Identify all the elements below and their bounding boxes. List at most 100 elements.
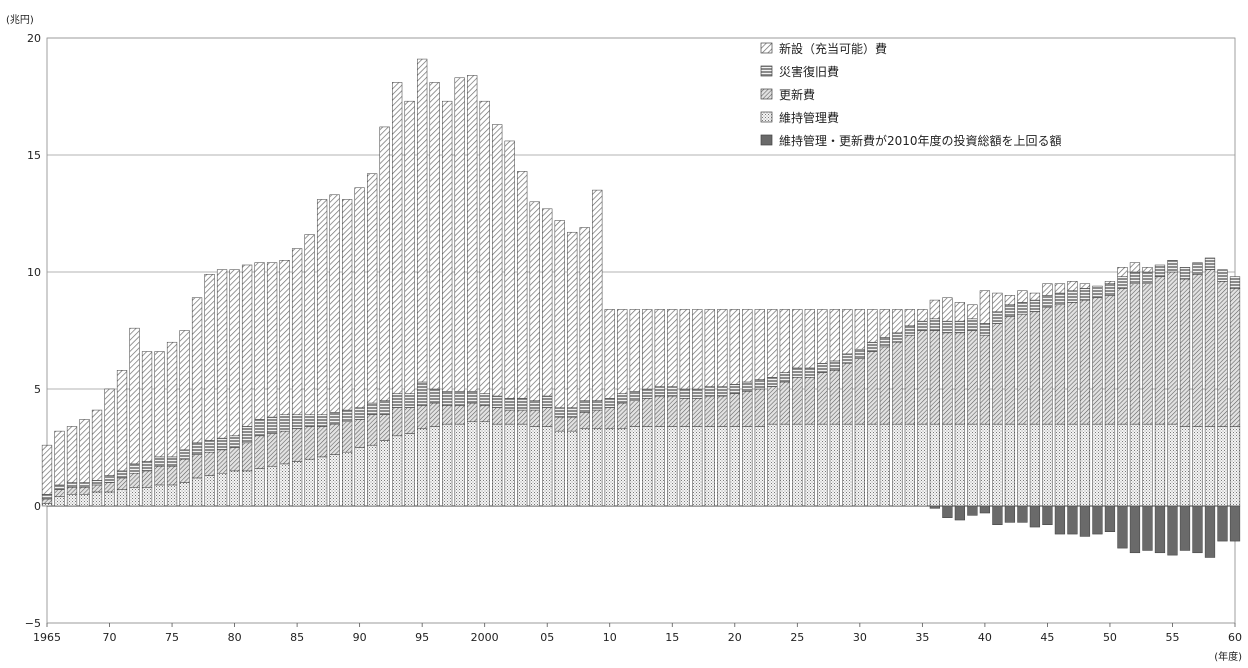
y-tick-label: 5 [34,383,41,396]
bar-maintenance [704,426,715,507]
bar-new [291,248,303,415]
bar-disaster [1229,276,1241,289]
bar-renewal [642,398,653,427]
bar-disaster [1192,262,1203,275]
bar-disaster [354,407,365,420]
bar-renewal [1154,276,1166,425]
bar-maintenance [367,444,378,507]
bar-new [229,269,240,437]
bar-renewal [241,442,253,472]
bar-exceed [1142,505,1153,551]
bar-new [892,309,903,334]
bar-exceed [1129,505,1141,554]
bar-new [179,330,190,451]
bar-disaster [1004,304,1016,317]
bar-new [817,309,828,364]
bar-disaster [892,332,903,343]
bar-disaster [792,367,803,378]
bar-renewal [617,402,628,430]
bar-maintenance [1029,423,1041,507]
bar-disaster [54,484,65,490]
bar-disaster [1104,283,1116,296]
bar-disaster [392,393,403,408]
bar-disaster [404,393,415,408]
bar-disaster [329,412,340,425]
x-tick-label: 2000 [471,631,499,644]
y-tick-label: 20 [27,32,41,45]
bar-disaster [654,386,665,397]
bar-renewal [104,482,115,493]
bar-maintenance [241,470,253,507]
x-tick-label: 50 [1103,631,1117,644]
bar-maintenance [517,423,528,507]
bar-disaster [754,379,765,390]
bar-new [617,309,628,394]
bar-disaster [254,419,265,437]
bar-disaster [567,407,578,418]
bar-renewal [291,428,303,462]
bar-maintenance [604,428,615,507]
bar-maintenance [654,426,665,507]
bar-exceed [1092,505,1103,535]
bar-disaster [467,391,478,404]
bar-maintenance [1017,423,1028,507]
x-tick-label: 90 [353,631,367,644]
bar-disaster [291,414,303,430]
bar-maintenance [341,451,353,507]
bar-disaster [1179,267,1191,280]
bar-disaster [454,391,465,406]
bar-disaster [767,377,778,387]
bar-new [967,304,978,320]
bar-disaster [204,440,215,453]
bar-maintenance [1229,426,1241,507]
bar-maintenance [1042,423,1053,507]
bar-renewal [254,435,265,469]
bar-new [417,58,428,383]
bar-exceed [1042,505,1053,525]
bar-exceed [1204,505,1216,558]
bar-renewal [729,393,740,427]
bar-new [729,309,740,385]
bar-new [929,299,941,320]
legend-label-exceed: 維持管理・更新費が2010年度の投資総額を上回る額 [779,133,1062,148]
bar-new [454,77,465,392]
bar-disaster [604,398,615,408]
bar-renewal [1029,311,1041,425]
bar-new [279,260,290,415]
bar-new [266,262,278,418]
bar-renewal [316,426,328,458]
bar-maintenance [154,484,165,507]
bar-disaster [742,381,753,392]
bar-maintenance [129,487,140,507]
bar-maintenance [191,477,203,507]
bar-new [642,309,653,390]
legend: 新設（充当可能）費 災害復旧費 更新費 維持管理費 維持管理・更新費が2010年… [760,41,1062,148]
bar-maintenance [917,423,928,507]
bar-renewal [629,400,640,427]
bar-new [554,220,565,408]
bar-disaster [679,388,690,399]
bar-exceed [1154,505,1166,554]
bar-disaster [1067,290,1078,303]
bar-renewal [341,421,353,453]
bar-renewal [454,405,465,425]
bar-disaster [1029,299,1041,313]
bar-maintenance [804,423,815,507]
bar-exceed [992,505,1003,525]
bar-new [316,199,328,415]
bar-renewal [679,398,690,427]
x-tick-label: 70 [103,631,117,644]
bar-disaster [229,435,240,448]
bar-renewal [879,346,890,425]
bar-disaster [154,456,165,467]
bar-new [216,269,228,439]
x-tick-label: 1965 [33,631,61,644]
bar-disaster [179,449,190,460]
bar-new [492,124,503,397]
legend-label-disaster: 災害復旧費 [779,64,839,79]
bar-new [479,100,490,394]
bar-maintenance [792,423,803,507]
bar-maintenance [854,423,865,507]
bar-renewal [1217,281,1228,427]
bar-renewal [892,341,903,425]
